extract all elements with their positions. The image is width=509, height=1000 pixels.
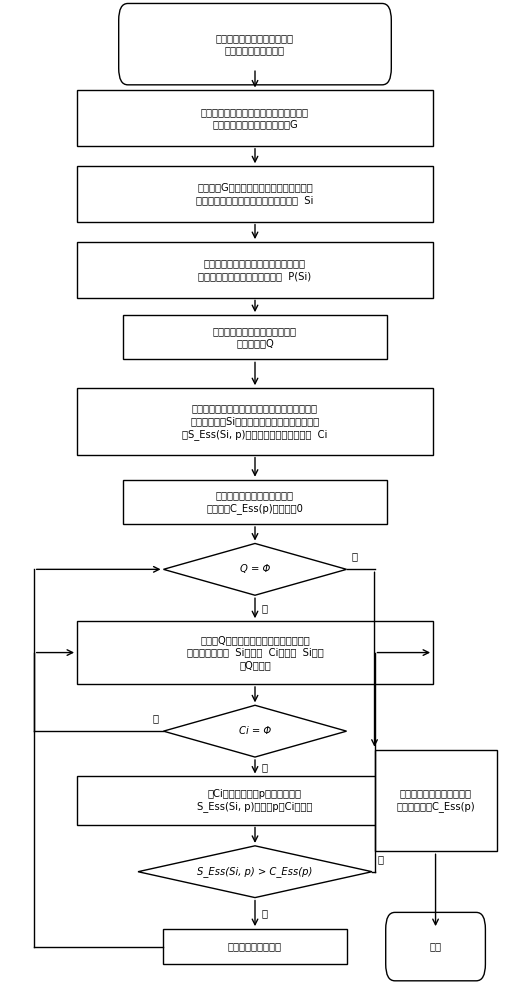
Bar bbox=[374, 750, 496, 851]
Text: 取队列Q中可信度最高的蛋白质亚细胞定
位相互作用子网  Si对应的  Ci，并将  Si从队
列Q中删除: 取队列Q中可信度最高的蛋白质亚细胞定 位相互作用子网 Si对应的 Ci，并将 S… bbox=[186, 635, 323, 670]
Text: 过滤掉蛋白质相互作用数据中重复相互作
用和自相互作用，建立无向图G: 过滤掉蛋白质相互作用数据中重复相互作 用和自相互作用，建立无向图G bbox=[201, 107, 308, 130]
Bar bbox=[77, 621, 432, 684]
Text: 更新关键性综合得分: 更新关键性综合得分 bbox=[228, 942, 281, 952]
Text: 结束: 结束 bbox=[429, 942, 441, 952]
Bar bbox=[123, 480, 386, 524]
Bar bbox=[163, 929, 346, 964]
Text: 用一种中心性方法分别在每个蛋白质亚细胞定位
相互作用子网Si上，计算各个蛋白质的关键性得
分S_Ess(Si, p)，并存入关键性得分队列  Ci: 用一种中心性方法分别在每个蛋白质亚细胞定位 相互作用子网Si上，计算各个蛋白质的… bbox=[182, 403, 327, 440]
Bar bbox=[77, 242, 432, 298]
Polygon shape bbox=[138, 846, 371, 898]
FancyBboxPatch shape bbox=[119, 3, 390, 85]
Text: 计算各个蛋白质亚细胞定位相互作用子
网的蛋白质关键性得分的可信度  P(Si): 计算各个蛋白质亚细胞定位相互作用子 网的蛋白质关键性得分的可信度 P(Si) bbox=[198, 258, 311, 281]
Bar bbox=[77, 90, 432, 146]
Bar bbox=[77, 166, 432, 222]
Text: 将细胞内所有蛋白质的关键性
综合得分C_Ess(p)初始化为0: 将细胞内所有蛋白质的关键性 综合得分C_Ess(p)初始化为0 bbox=[206, 490, 303, 514]
Text: 将无向图G分别映射到每个亚细胞定位构建
相应的蛋白质亚细胞定位相互作用子网  Si: 将无向图G分别映射到每个亚细胞定位构建 相应的蛋白质亚细胞定位相互作用子网 Si bbox=[196, 183, 313, 205]
Text: 从Ci中读取蛋白质p的关键性得分
S_Ess(Si, p)，并将p从Ci中删除: 从Ci中读取蛋白质p的关键性得分 S_Ess(Si, p)，并将p从Ci中删除 bbox=[197, 789, 312, 812]
Text: 否: 否 bbox=[261, 603, 267, 613]
Text: 将蛋白质亚细胞定位相互作用子
网存入队列Q: 将蛋白质亚细胞定位相互作用子 网存入队列Q bbox=[213, 326, 296, 349]
Text: 是: 是 bbox=[152, 713, 158, 723]
Text: 否: 否 bbox=[376, 854, 382, 864]
Polygon shape bbox=[163, 705, 346, 757]
Text: Ci = Φ: Ci = Φ bbox=[238, 726, 271, 736]
Text: 是: 是 bbox=[351, 551, 357, 561]
Text: S_Ess(Si, p) > C_Ess(p): S_Ess(Si, p) > C_Ess(p) bbox=[197, 866, 312, 877]
Polygon shape bbox=[163, 543, 346, 595]
Bar bbox=[77, 776, 432, 825]
Text: 输出细胞内所有蛋白质的关
键性综合得分C_Ess(p): 输出细胞内所有蛋白质的关 键性综合得分C_Ess(p) bbox=[395, 789, 474, 812]
Text: 输入：蛋白质相互作用数据，
蛋白质亚细胞定位数据: 输入：蛋白质相互作用数据， 蛋白质亚细胞定位数据 bbox=[216, 33, 293, 56]
Text: 是: 是 bbox=[261, 908, 267, 918]
FancyBboxPatch shape bbox=[385, 912, 485, 981]
Text: 否: 否 bbox=[261, 762, 267, 772]
Bar bbox=[77, 388, 432, 455]
Text: Q = Φ: Q = Φ bbox=[239, 564, 270, 574]
Bar bbox=[123, 315, 386, 359]
